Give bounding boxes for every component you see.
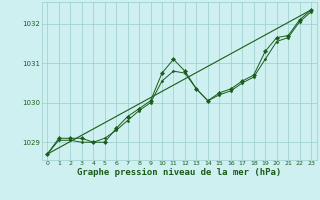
X-axis label: Graphe pression niveau de la mer (hPa): Graphe pression niveau de la mer (hPa) <box>77 168 281 177</box>
